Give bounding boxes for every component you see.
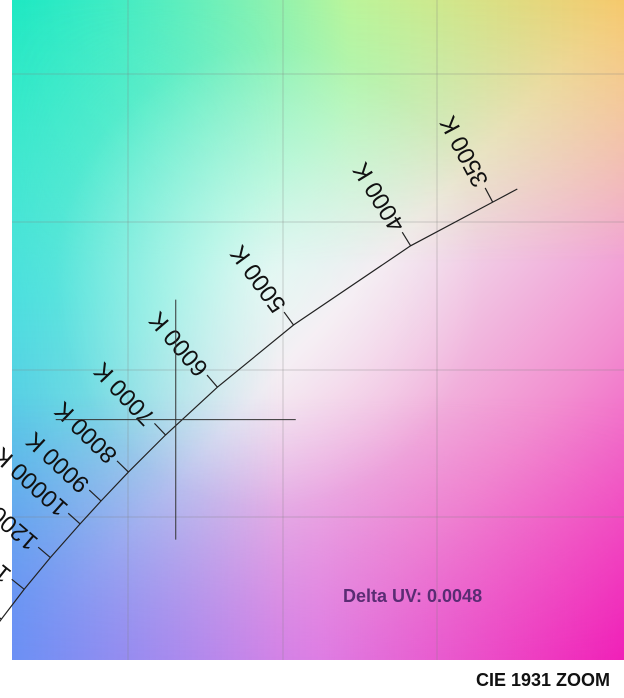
isotherm-tick	[206, 374, 218, 388]
delta-uv-readout: Delta UV: 0.0048	[343, 586, 482, 606]
isotherm-tick	[11, 578, 25, 590]
grid-lines	[12, 0, 624, 660]
chart-title: CIE 1931 ZOOM	[475, 670, 610, 690]
isotherm-tick	[88, 489, 102, 502]
isotherm-tick	[0, 617, 2, 620]
measurement-crosshair	[55, 299, 296, 540]
isotherm-tick	[283, 311, 295, 326]
isotherm-tick	[37, 546, 51, 558]
isotherm-tick	[67, 512, 81, 525]
isotherm-tick	[154, 422, 166, 436]
isotherm-tick	[401, 231, 412, 247]
isotherm-tick	[116, 460, 129, 473]
isotherm-tick	[484, 187, 494, 203]
